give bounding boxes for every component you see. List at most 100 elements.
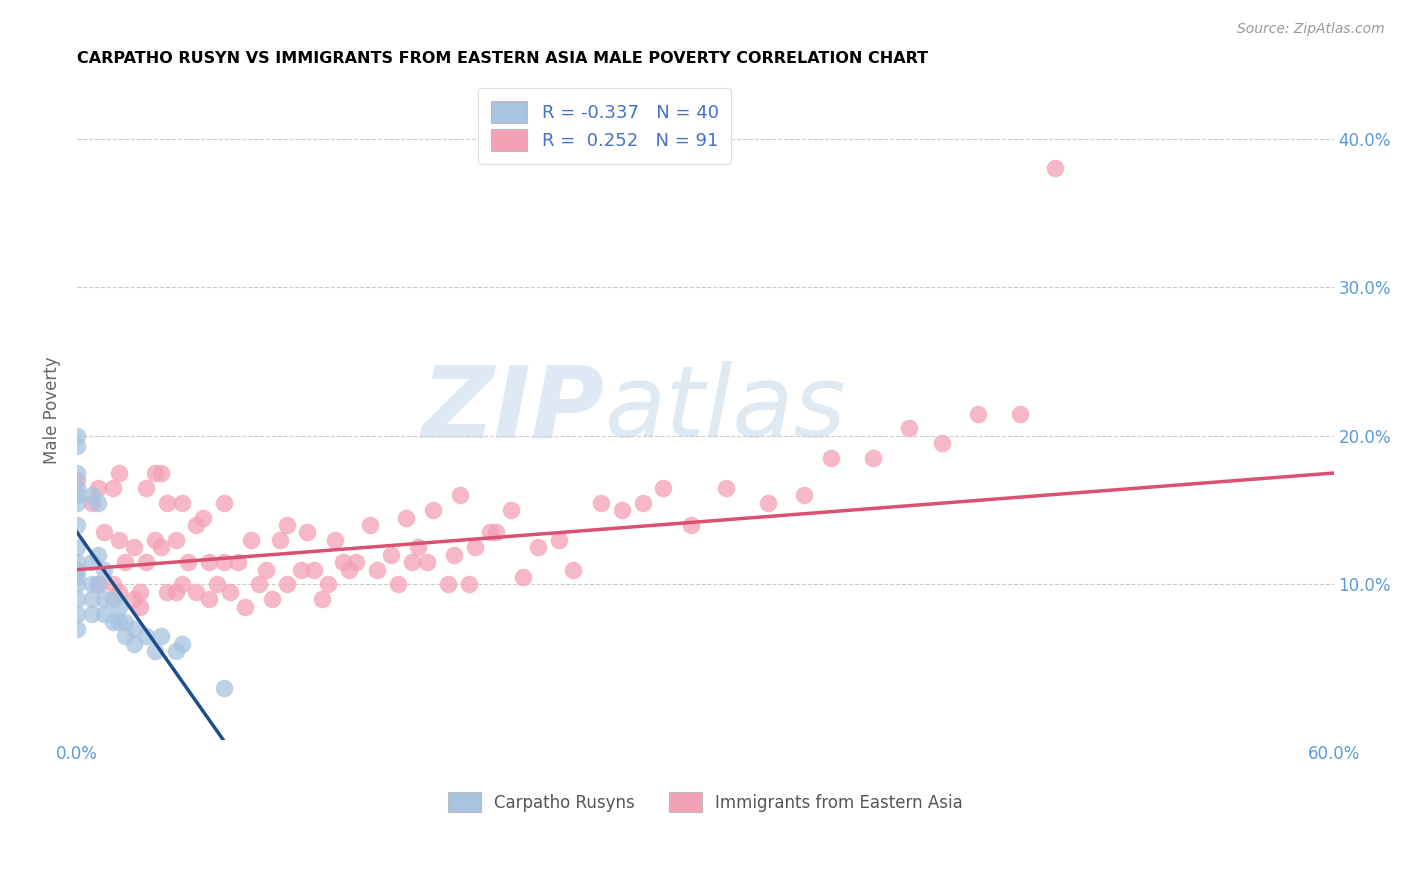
Point [156,585,179,599]
Point [443,548,465,562]
Point [311,592,333,607]
Point [87,496,110,510]
Point [247,577,270,591]
Point [401,555,423,569]
Point [408,541,430,555]
Point [93,525,115,540]
Point [66,607,89,622]
Point [387,577,409,591]
Point [290,563,312,577]
Point [966,407,988,421]
Point [66,429,89,443]
Point [87,577,110,591]
Point [66,481,89,495]
Point [302,563,325,577]
Point [122,622,145,636]
Point [1043,161,1066,176]
Point [485,525,508,540]
Point [679,518,702,533]
Point [212,496,235,510]
Point [228,555,250,569]
Point [631,496,654,510]
Point [610,503,633,517]
Point [332,555,354,569]
Point [66,474,89,488]
Point [165,533,187,547]
Point [212,555,235,569]
Point [177,555,200,569]
Point [219,585,242,599]
Point [716,481,738,495]
Point [793,488,815,502]
Point [80,496,103,510]
Point [66,488,89,502]
Point [66,563,89,577]
Point [93,563,115,577]
Point [80,555,103,569]
Point [276,577,298,591]
Text: ZIP: ZIP [422,361,605,458]
Point [80,607,103,622]
Point [191,510,214,524]
Point [170,637,193,651]
Point [652,481,675,495]
Point [170,496,193,510]
Point [165,585,187,599]
Point [233,599,256,614]
Point [366,563,388,577]
Point [66,555,89,569]
Y-axis label: Male Poverty: Male Poverty [44,356,60,464]
Point [547,533,569,547]
Point [80,592,103,607]
Point [143,533,166,547]
Text: Source: ZipAtlas.com: Source: ZipAtlas.com [1237,22,1385,37]
Point [101,481,124,495]
Point [135,555,157,569]
Point [66,466,89,480]
Point [66,622,89,636]
Point [436,577,458,591]
Point [464,541,486,555]
Point [101,577,124,591]
Point [269,533,291,547]
Point [122,637,145,651]
Point [589,496,612,510]
Point [931,436,953,450]
Point [260,592,283,607]
Legend: Carpatho Rusyns, Immigrants from Eastern Asia: Carpatho Rusyns, Immigrants from Eastern… [437,782,973,822]
Point [170,577,193,591]
Point [337,563,360,577]
Text: CARPATHO RUSYN VS IMMIGRANTS FROM EASTERN ASIA MALE POVERTY CORRELATION CHART: CARPATHO RUSYN VS IMMIGRANTS FROM EASTER… [77,51,928,66]
Point [108,466,131,480]
Point [457,577,479,591]
Point [562,563,585,577]
Point [101,592,124,607]
Point [207,577,229,591]
Point [87,577,110,591]
Point [323,533,346,547]
Point [66,496,89,510]
Point [108,585,131,599]
Point [344,555,367,569]
Point [80,488,103,502]
Point [66,541,89,555]
Point [297,525,319,540]
Point [212,681,235,696]
Point [114,555,136,569]
Point [395,510,418,524]
Point [149,630,172,644]
Point [135,481,157,495]
Point [276,518,298,533]
Point [66,577,89,591]
Point [122,592,145,607]
Point [862,451,884,466]
Point [756,496,779,510]
Point [1008,407,1031,421]
Point [93,592,115,607]
Point [143,644,166,658]
Point [101,615,124,629]
Point [129,599,152,614]
Text: atlas: atlas [605,361,846,458]
Point [198,555,221,569]
Point [165,644,187,658]
